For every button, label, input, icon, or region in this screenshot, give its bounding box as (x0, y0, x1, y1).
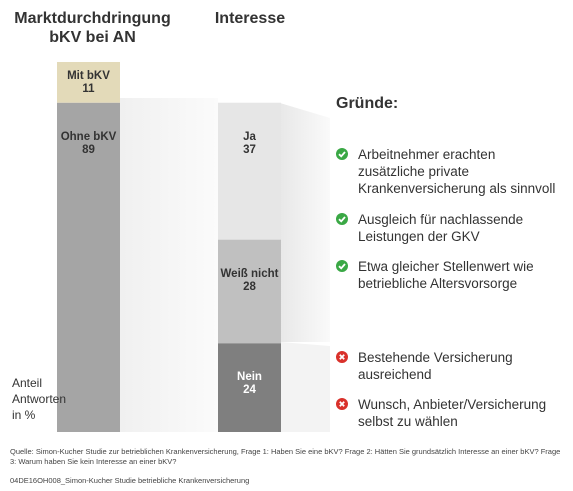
code: 04DE16OH008_Simon-Kucher Studie betriebl… (10, 476, 250, 485)
bar-segment (57, 62, 120, 103)
connector (120, 98, 218, 432)
cross-icon (336, 351, 348, 363)
value-label: 37 (243, 143, 256, 156)
check-icon (336, 213, 348, 225)
segment-label: Ohne bKV 89 (57, 131, 120, 157)
reason-item: Ausgleich für nachlassende Leistungen de… (334, 211, 564, 245)
segment-label: Ja 37 (218, 131, 281, 157)
series-name: Mit bKV (67, 70, 110, 82)
value-label: 11 (82, 83, 95, 95)
bar-segment (57, 102, 120, 432)
reasons-title: Gründe: (336, 95, 399, 112)
bar-segment (218, 239, 281, 344)
value-label: 28 (243, 280, 256, 293)
bar-segment (218, 102, 281, 240)
reason-item: Wunsch, Anbieter/Versicherung selbst zu … (334, 396, 564, 430)
check-icon (336, 260, 348, 272)
series-name: Nein (237, 371, 262, 384)
bar-segment (218, 343, 281, 432)
value-label: 89 (82, 143, 95, 156)
segment-label: Nein 24 (218, 371, 281, 397)
reason-item: Bestehende Versicherung ausreichend (334, 349, 564, 383)
connector (280, 342, 330, 432)
cross-icon (336, 398, 348, 410)
chart-title: Marktdurchdringung bKV bei AN (14, 10, 171, 46)
reason-item: Arbeitnehmer erachten zusätzliche privat… (334, 146, 564, 197)
reason-text: Bestehende Versicherung ausreichend (358, 350, 513, 382)
series-name: Ja (243, 130, 256, 143)
reason-text: Wunsch, Anbieter/Versicherung selbst zu … (358, 397, 547, 429)
value-label: 24 (243, 384, 256, 397)
reason-text: Ausgleich für nachlassende Leistungen de… (358, 212, 524, 244)
reason-text: Etwa gleicher Stellenwert wie betrieblic… (358, 259, 534, 291)
reason-item: Etwa gleicher Stellenwert wie betrieblic… (334, 258, 564, 292)
reason-text: Arbeitnehmer erachten zusätzliche privat… (358, 147, 556, 196)
source: Quelle: Simon-Kucher Studie zur betriebl… (10, 447, 561, 466)
segment-label: Mit bKV 11 (57, 70, 120, 96)
series-name: Ohne bKV (60, 130, 117, 143)
chart-title: Interesse (214, 10, 286, 27)
segment-label: Weiß nicht 28 (218, 268, 281, 294)
connector (280, 103, 330, 342)
y-axis-label: Anteil Antworten in % (12, 376, 67, 422)
series-name: Weiß nicht (220, 267, 279, 280)
check-icon (336, 148, 348, 160)
